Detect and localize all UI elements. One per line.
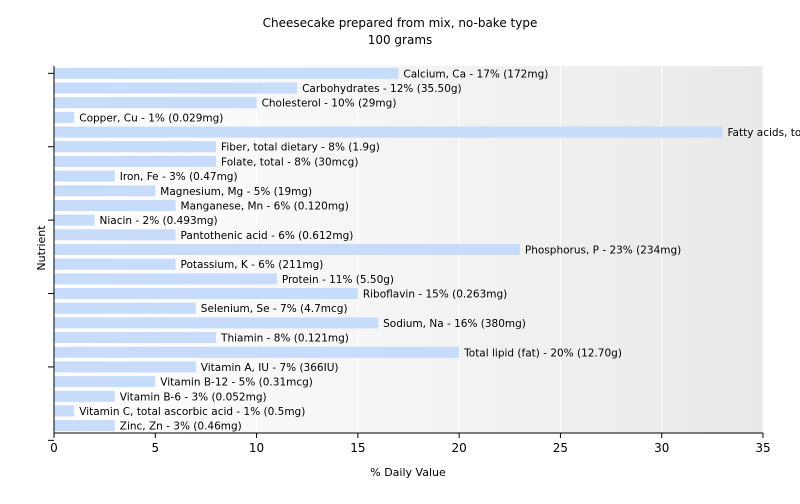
bar — [54, 155, 217, 167]
x-tick-label: 20 — [452, 441, 467, 455]
bar — [54, 405, 75, 417]
bar-label: Copper, Cu - 1% (0.029mg) — [79, 112, 223, 124]
bar-label: Manganese, Mn - 6% (0.120mg) — [181, 200, 349, 212]
bar-label: Riboflavin - 15% (0.263mg) — [363, 289, 507, 301]
bar-label: Fatty acids, total saturated - 33% (6.69… — [727, 127, 800, 139]
bar-label: Magnesium, Mg - 5% (19mg) — [160, 186, 312, 198]
bar-label: Folate, total - 8% (30mcg) — [221, 156, 358, 168]
bar — [54, 390, 115, 402]
bar-label: Niacin - 2% (0.493mg) — [100, 215, 218, 227]
bar-label: Fiber, total dietary - 8% (1.9g) — [221, 142, 380, 154]
x-tick-label: 0 — [50, 441, 58, 455]
bar — [54, 288, 358, 300]
bar — [54, 244, 520, 255]
x-tick-label: 15 — [350, 441, 365, 455]
bar — [54, 67, 399, 79]
bar-label: Phosphorus, P - 23% (234mg) — [525, 245, 681, 257]
bar-label: Total lipid (fat) - 20% (12.70g) — [463, 347, 622, 359]
bar-label: Protein - 11% (5.50g) — [282, 274, 394, 286]
y-axis-label: Nutrient — [35, 225, 48, 271]
bar — [54, 141, 217, 153]
bar-label: Vitamin B-12 - 5% (0.31mcg) — [160, 377, 313, 389]
bar — [54, 376, 156, 388]
bar — [54, 199, 176, 211]
bar-label: Iron, Fe - 3% (0.47mg) — [120, 171, 238, 183]
bar — [54, 97, 257, 109]
bar-label: Zinc, Zn - 3% (0.46mg) — [120, 421, 242, 433]
x-tick-label: 35 — [755, 441, 770, 455]
bar-label: Sodium, Na - 16% (380mg) — [383, 318, 526, 330]
bar — [54, 361, 196, 373]
chart-subtitle: 100 grams — [368, 33, 433, 47]
bar — [54, 317, 379, 329]
x-axis-label: % Daily Value — [370, 466, 446, 479]
bar-label: Pantothenic acid - 6% (0.612mg) — [181, 230, 354, 242]
bar — [54, 185, 156, 197]
bar — [54, 82, 298, 94]
bar-label: Cholesterol - 10% (29mg) — [262, 98, 397, 110]
bar — [54, 214, 95, 226]
bar-label: Vitamin B-6 - 3% (0.052mg) — [120, 391, 267, 403]
bar — [54, 229, 176, 241]
bar — [54, 332, 217, 344]
x-tick-label: 10 — [249, 441, 264, 455]
bar — [54, 111, 75, 123]
bar-label: Selenium, Se - 7% (4.7mcg) — [201, 303, 348, 315]
bar — [54, 273, 277, 285]
x-tick-label: 25 — [553, 441, 568, 455]
bar-label: Vitamin C, total ascorbic acid - 1% (0.5… — [79, 406, 305, 418]
plot-area: Calcium, Ca - 17% (172mg) Carbohydrates -… — [48, 66, 800, 455]
bar-label: Thiamin - 8% (0.121mg) — [220, 333, 349, 345]
chart-title: Cheesecake prepared from mix, no-bake ty… — [263, 16, 538, 30]
x-tick-label: 30 — [654, 441, 669, 455]
bar-label: Potassium, K - 6% (211mg) — [181, 259, 324, 271]
bar — [54, 258, 176, 270]
bar — [54, 170, 115, 182]
bar — [54, 302, 196, 314]
bar — [54, 420, 115, 432]
bar-label: Vitamin A, IU - 7% (366IU) — [201, 362, 339, 374]
bar-label: Carbohydrates - 12% (35.50g) — [302, 83, 462, 95]
bar-label: Calcium, Ca - 17% (172mg) — [403, 68, 548, 80]
bar — [54, 346, 460, 358]
x-tick-label: 5 — [151, 441, 159, 455]
bar — [54, 126, 723, 138]
